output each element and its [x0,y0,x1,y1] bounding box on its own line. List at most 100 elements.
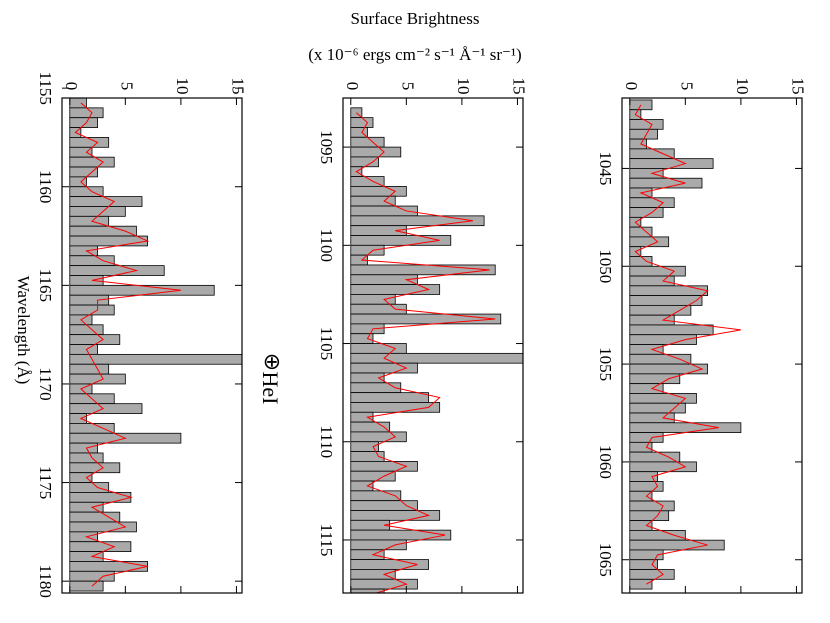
panel-frame [621,97,803,594]
panel-frame [61,97,243,594]
histogram-bar [350,215,485,227]
histogram-bar [69,255,115,267]
histogram-bar [69,531,98,543]
histogram-bar [350,480,374,492]
model-line [355,112,496,593]
x-tick-label: 1160 [36,170,55,203]
x-tick-label: 1065 [596,543,615,577]
histogram-bar [69,176,87,188]
histogram-bar [350,156,379,168]
histogram-bar [350,264,496,276]
histogram-bar [69,492,132,503]
histogram-bar [629,265,686,277]
x-tick-label: 1115 [317,524,336,557]
histogram-bar [69,472,93,483]
histogram-bar [629,128,658,140]
x-label: Wavelength (Å) [14,276,33,385]
histogram-bar [629,500,675,512]
y-tick-label: 10 [733,78,752,95]
histogram-bar [629,207,664,218]
histogram-bar [350,539,407,551]
y-tick-label: 15 [789,78,808,95]
histogram-bar [69,541,132,552]
y-tick-label: 0 [622,82,641,91]
histogram-bar [629,148,675,160]
x-tick-label: 1110 [317,425,336,458]
plot [350,107,523,593]
histogram-bar [69,324,104,336]
histogram-bar [69,284,215,296]
histogram-bar [69,511,121,523]
histogram-bar [69,245,98,257]
histogram-bar [629,461,697,473]
histogram-bar [69,206,126,217]
histogram-bar [629,324,714,336]
histogram-bar [69,117,98,128]
histogram-bar [629,393,697,404]
y-tick-label: 0 [343,82,362,91]
histogram-bar [629,256,653,267]
histogram-bar [69,403,143,414]
histogram-bar [629,520,653,531]
histogram-bar [629,422,742,433]
histogram-bar [69,521,137,533]
histogram-bar [69,353,242,365]
histogram-bar [69,373,126,385]
histogram-bar [350,185,407,197]
histogram-bar [69,146,93,158]
annotation: ⊕ [260,353,285,371]
histogram-bar [350,117,374,128]
histogram-bar [350,382,402,394]
histogram-bar [350,490,402,502]
histogram-bar [629,344,664,355]
histogram-bar [69,166,98,178]
histogram-bar [69,107,104,119]
histogram-bar [350,470,396,482]
histogram-bar [629,539,725,551]
histogram-bar [69,551,104,562]
histogram-bar [69,98,87,109]
panel-frame [342,97,524,594]
histogram-bar [350,146,402,158]
model-line [74,102,181,587]
histogram-bar [69,580,104,592]
histogram-bar [69,413,87,424]
histogram-bar [69,265,165,276]
histogram-bar [69,452,104,464]
histogram-bar [629,432,664,443]
y-tick-label: 5 [398,82,417,91]
histogram-bar [69,561,148,572]
histogram-bar [350,127,368,138]
histogram-bar [629,529,686,541]
histogram-bar [629,363,708,375]
x-tick-label: 1045 [596,151,615,185]
x-tick-label: 1170 [36,367,55,400]
histogram-bar [629,490,653,502]
x-tick-label: 1055 [596,347,615,381]
x-tick-label: 1165 [36,269,55,302]
histogram-bar [69,422,115,434]
x-tick-label: 1105 [317,327,336,360]
histogram-bar [350,431,407,443]
histogram-bar [69,344,98,355]
histogram-bar [629,314,675,326]
histogram-bar [629,138,647,150]
histogram-bar [350,569,396,580]
histogram-bar [629,236,670,248]
histogram-bar [629,226,653,238]
model-line [634,104,741,585]
histogram-bar [69,462,121,474]
x-tick-label: 1095 [317,130,336,164]
plot [629,99,742,590]
histogram-bar [629,158,714,169]
histogram-bar [350,136,385,148]
subtitle: (x 10⁻⁶ ergs cm⁻² s⁻¹ Å⁻¹ sr⁻¹) [308,45,521,64]
y-tick-label: 5 [677,82,696,91]
histogram-bar [350,343,407,354]
histogram-bar [350,519,391,531]
title: Surface Brightness [351,9,480,28]
histogram-bar [629,304,692,316]
histogram-bar [69,363,110,375]
histogram-bar [69,442,98,454]
